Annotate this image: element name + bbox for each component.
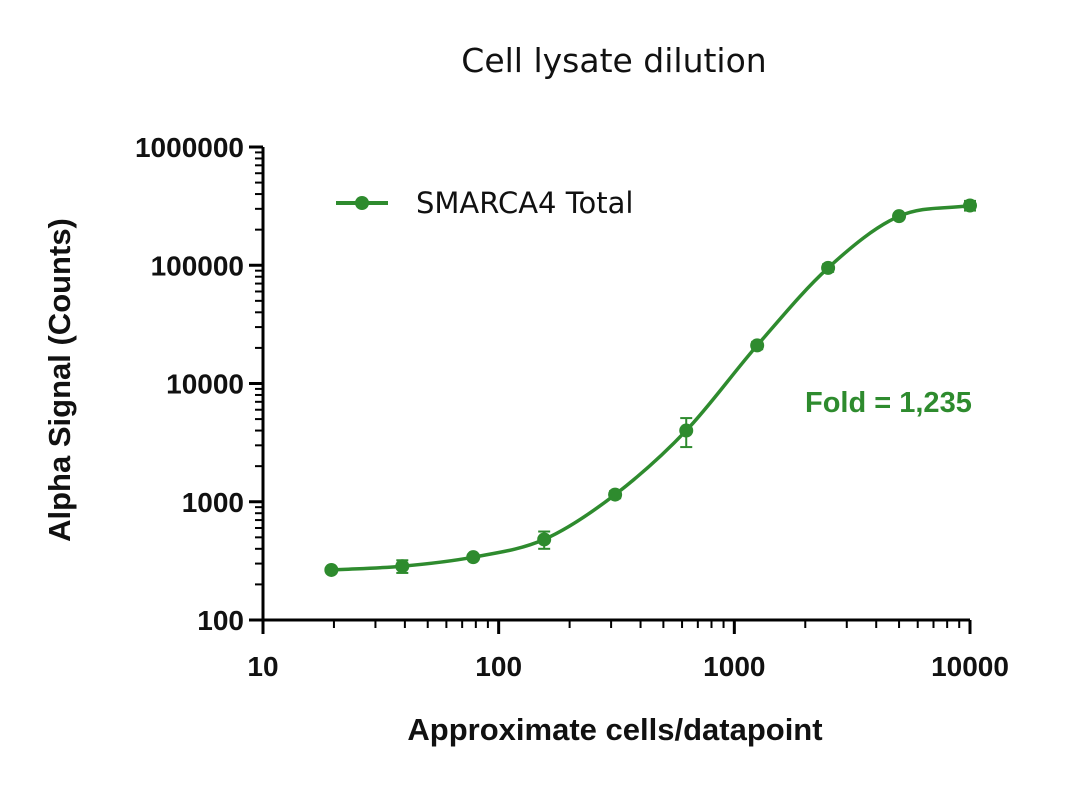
y-tick-label: 1000000: [135, 132, 244, 163]
data-point: [395, 559, 410, 574]
y-tick-label: 1000: [182, 487, 244, 518]
data-point: [324, 562, 339, 577]
y-axis-label: Alpha Signal (Counts): [42, 218, 77, 542]
fit-curve-smarca4-total: [331, 203, 971, 572]
legend-marker: [355, 196, 369, 210]
data-point: [608, 487, 623, 502]
y-tick-label: 100000: [151, 250, 244, 281]
data-point: [537, 532, 552, 547]
data-point: [821, 260, 836, 275]
data-points-layer: [324, 198, 977, 577]
x-axis-label: Approximate cells/datapoint: [407, 712, 822, 747]
y-tick-label: 100: [197, 605, 244, 636]
fold-annotation: Fold = 1,235: [805, 387, 972, 419]
data-point: [750, 338, 765, 353]
data-point: [892, 209, 907, 224]
chart-title: Cell lysate dilution: [461, 41, 766, 80]
data-point: [466, 550, 481, 565]
data-point: [679, 423, 694, 438]
data-point: [963, 198, 977, 213]
y-tick-label: 10000: [166, 369, 244, 400]
fit-curve-layer: [331, 203, 971, 572]
x-tick-label: 10000: [931, 651, 1009, 682]
legend-label-smarca4-total: SMARCA4 Total: [416, 186, 633, 220]
x-tick-label: 1000: [703, 651, 765, 682]
x-tick-label: 100: [475, 651, 522, 682]
x-tick-label: 10: [247, 651, 278, 682]
legend: SMARCA4 Total: [336, 186, 633, 220]
